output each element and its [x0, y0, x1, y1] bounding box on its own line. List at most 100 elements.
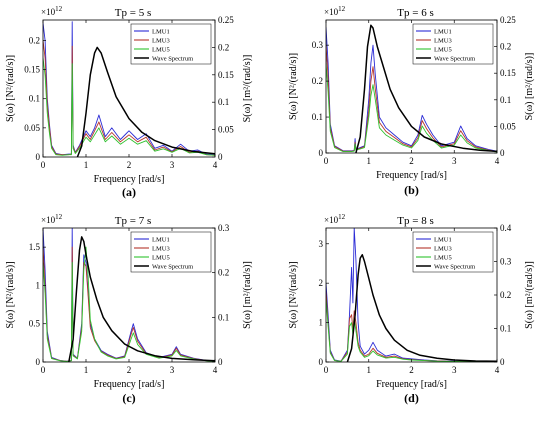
- panel-a: 0 1 2 3 400.050.10.150.200.050.10.150.20.25×…: [5, 5, 253, 199]
- right-tick-label: 0: [218, 357, 223, 367]
- left-tick-label: 0.5: [29, 319, 41, 329]
- left-tick-label: 0.3: [312, 40, 324, 50]
- exponent-base: ×10: [41, 7, 56, 17]
- legend: LMU1 LMU3 LMU5 Wave Spectrum: [130, 23, 212, 65]
- right-tick-label: 0.3: [218, 223, 230, 233]
- right-tick-label: 0.05: [218, 125, 234, 135]
- right-tick-label: 0: [500, 148, 505, 158]
- exponent-power: 12: [338, 213, 346, 221]
- panel-caption: (c): [122, 391, 135, 405]
- left-tick-label: 0.1: [29, 94, 40, 104]
- right-tick-label: 0.2: [500, 42, 511, 52]
- x-tick-label: 1: [84, 365, 89, 375]
- panel-c: 0 1 2 3 400.511.500.10.20.3×1012 Tp = 7 sFreq…: [5, 213, 253, 405]
- left-tick-label: 1: [36, 280, 41, 290]
- right-tick-label: 0.2: [500, 290, 511, 300]
- x-tick-label: 0: [324, 365, 329, 375]
- legend-label: LMU1: [152, 28, 170, 35]
- series-group: [43, 21, 215, 157]
- legend-label: LMU3: [434, 37, 452, 44]
- left-tick-label: 0.1: [312, 112, 323, 122]
- right-tick-label: 0.2: [218, 268, 229, 278]
- left-axis-label: S(ω) [N²/(rad/s)]: [288, 261, 299, 328]
- x-tick-label: 0: [41, 365, 46, 375]
- right-tick-label: 0.1: [218, 97, 229, 107]
- legend-label: Wave Spectrum: [152, 55, 193, 62]
- left-axis-exponent: ×1012: [41, 213, 63, 225]
- x-tick-label: 3: [170, 160, 175, 170]
- left-tick-label: 0.15: [24, 65, 40, 75]
- left-tick-label: 0.2: [312, 76, 323, 86]
- series-line-wave-spectrum: [355, 24, 497, 153]
- exponent-base: ×10: [324, 215, 339, 225]
- legend-label: LMU5: [152, 254, 170, 261]
- left-axis-exponent: ×1012: [324, 5, 346, 17]
- x-tick-label: 1: [367, 156, 372, 166]
- x-tick-label: 4: [495, 156, 500, 166]
- x-axis-label: Frequency [rad/s]: [376, 170, 447, 181]
- left-axis-label: S(ω) [N²/(rad/s)]: [288, 53, 299, 120]
- legend-label: LMU5: [152, 46, 170, 53]
- left-axis-exponent: ×1012: [41, 5, 63, 17]
- right-tick-label: 0.15: [218, 70, 234, 80]
- legend-label: LMU1: [152, 236, 170, 243]
- series-group: [326, 24, 497, 153]
- legend-label: LMU5: [434, 46, 452, 53]
- panel-caption: (a): [122, 185, 136, 199]
- exponent-power: 12: [338, 5, 346, 13]
- panel-caption: (d): [404, 391, 419, 405]
- left-tick-label: 1: [319, 318, 324, 328]
- x-axis-label: Frequency [rad/s]: [94, 379, 165, 390]
- x-tick-label: 2: [409, 156, 414, 166]
- legend: LMU1 LMU3 LMU5 Wave Spectrum: [412, 231, 494, 273]
- legend: LMU1 LMU3 LMU5 Wave Spectrum: [130, 231, 212, 273]
- x-tick-label: 3: [452, 156, 457, 166]
- left-tick-label: 0: [36, 152, 41, 162]
- series-line-lmu5: [326, 63, 497, 153]
- legend: LMU1 LMU3 LMU5 Wave Spectrum: [412, 23, 494, 65]
- series-group: [326, 228, 497, 362]
- x-tick-label: 4: [495, 365, 500, 375]
- right-tick-label: 0.3: [500, 257, 512, 267]
- left-tick-label: 0: [319, 148, 324, 158]
- exponent-power: 12: [55, 213, 63, 221]
- exponent-power: 12: [55, 5, 63, 13]
- x-axis-label: Frequency [rad/s]: [94, 174, 165, 185]
- series-line-wave-spectrum: [68, 236, 215, 362]
- left-tick-label: 3: [319, 239, 324, 249]
- legend-label: LMU5: [434, 254, 452, 261]
- legend-label: LMU1: [434, 236, 452, 243]
- left-axis-label: S(ω) [N²/(rad/s)]: [5, 261, 16, 328]
- exponent-base: ×10: [41, 215, 56, 225]
- right-tick-label: 0.2: [218, 42, 229, 52]
- x-tick-label: 2: [409, 365, 414, 375]
- x-tick-label: 1: [84, 160, 89, 170]
- x-tick-label: 1: [367, 365, 372, 375]
- series-line-lmu5: [43, 57, 215, 156]
- left-tick-label: 1.5: [29, 242, 41, 252]
- panel-title: Tp = 5 s: [115, 7, 151, 19]
- right-tick-label: 0.25: [218, 15, 234, 25]
- x-tick-label: 4: [213, 160, 218, 170]
- x-tick-label: 2: [127, 160, 132, 170]
- right-tick-label: 0.1: [500, 95, 511, 105]
- right-axis-label: S(ω) [m²/(rad/s)]: [524, 261, 535, 329]
- x-tick-label: 4: [213, 365, 218, 375]
- legend-label: Wave Spectrum: [434, 55, 475, 62]
- panel-b: 0 1 2 3 400.10.20.300.050.10.150.20.25×1012 T…: [288, 5, 535, 197]
- right-axis-label: S(ω) [m²/(rad/s)]: [524, 53, 535, 121]
- left-axis-exponent: ×1012: [324, 213, 346, 225]
- right-tick-label: 0.25: [500, 15, 516, 25]
- x-tick-label: 0: [41, 160, 46, 170]
- panel-title: Tp = 8 s: [397, 215, 433, 227]
- series-line-lmu5: [326, 298, 497, 362]
- right-tick-label: 0: [218, 152, 223, 162]
- panel-title: Tp = 6 s: [397, 7, 433, 19]
- exponent-base: ×10: [324, 7, 339, 17]
- left-tick-label: 0.05: [24, 123, 40, 133]
- right-axis-label: S(ω) [m²/(rad/s)]: [242, 261, 253, 329]
- right-tick-label: 0: [500, 357, 505, 367]
